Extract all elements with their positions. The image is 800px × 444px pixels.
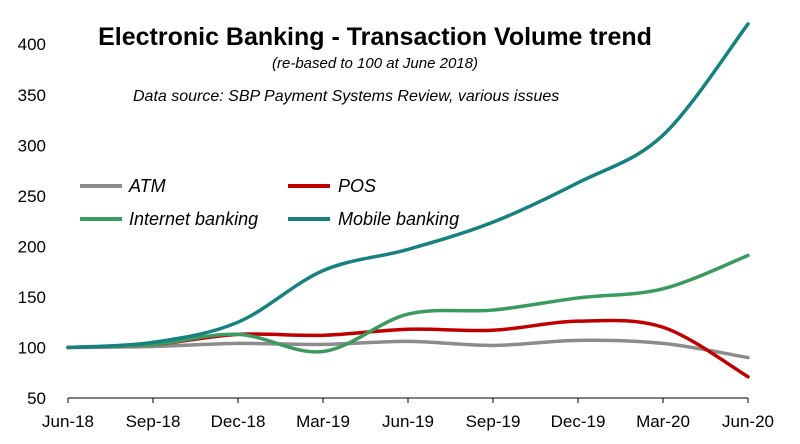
legend-label-atm: ATM xyxy=(128,176,166,196)
y-tick-label: 400 xyxy=(18,35,46,54)
y-tick-label: 50 xyxy=(27,389,46,408)
legend-label-pos: POS xyxy=(338,176,376,196)
series-line-internet-banking xyxy=(66,253,750,354)
x-tick-label: Mar-19 xyxy=(296,412,350,431)
y-tick-label: 250 xyxy=(18,187,46,206)
legend-label-mobile-banking: Mobile banking xyxy=(338,209,459,229)
data-source-note: Data source: SBP Payment Systems Review,… xyxy=(133,88,559,105)
x-tick-labels: Jun-18 Sep-18 Dec-18 Mar-19 Jun-19 Sep-19 Dec-… xyxy=(42,398,774,431)
x-tick-label: Sep-19 xyxy=(466,412,521,431)
series-line-mobile-banking xyxy=(66,22,750,350)
x-tick-label: Jun-18 xyxy=(42,412,94,431)
x-tick-label: Dec-19 xyxy=(551,412,606,431)
series-layer xyxy=(66,22,750,379)
y-tick-label: 150 xyxy=(18,288,46,307)
x-tick-label: Jun-19 xyxy=(382,412,434,431)
legend-label-internet-banking: Internet banking xyxy=(129,209,258,229)
series-line-atm xyxy=(66,338,750,360)
y-tick-label: 200 xyxy=(18,237,46,256)
chart-legend: ATM POS Internet banking Mobile banking xyxy=(80,176,459,229)
x-tick-label: Mar-20 xyxy=(636,412,690,431)
series-line-pos xyxy=(66,318,750,379)
chart-title: Electronic Banking - Transaction Volume … xyxy=(98,23,652,51)
y-tick-labels: 50 100 150 200 250 300 350 400 xyxy=(18,35,46,408)
y-tick-label: 350 xyxy=(18,86,46,105)
y-tick-label: 300 xyxy=(18,136,46,155)
x-tick-label: Dec-18 xyxy=(211,412,266,431)
chart-subtitle: (re-based to 100 at June 2018) xyxy=(272,55,478,72)
y-tick-label: 100 xyxy=(18,338,46,357)
x-tick-label: Jun-20 xyxy=(722,412,774,431)
x-tick-label: Sep-18 xyxy=(126,412,181,431)
